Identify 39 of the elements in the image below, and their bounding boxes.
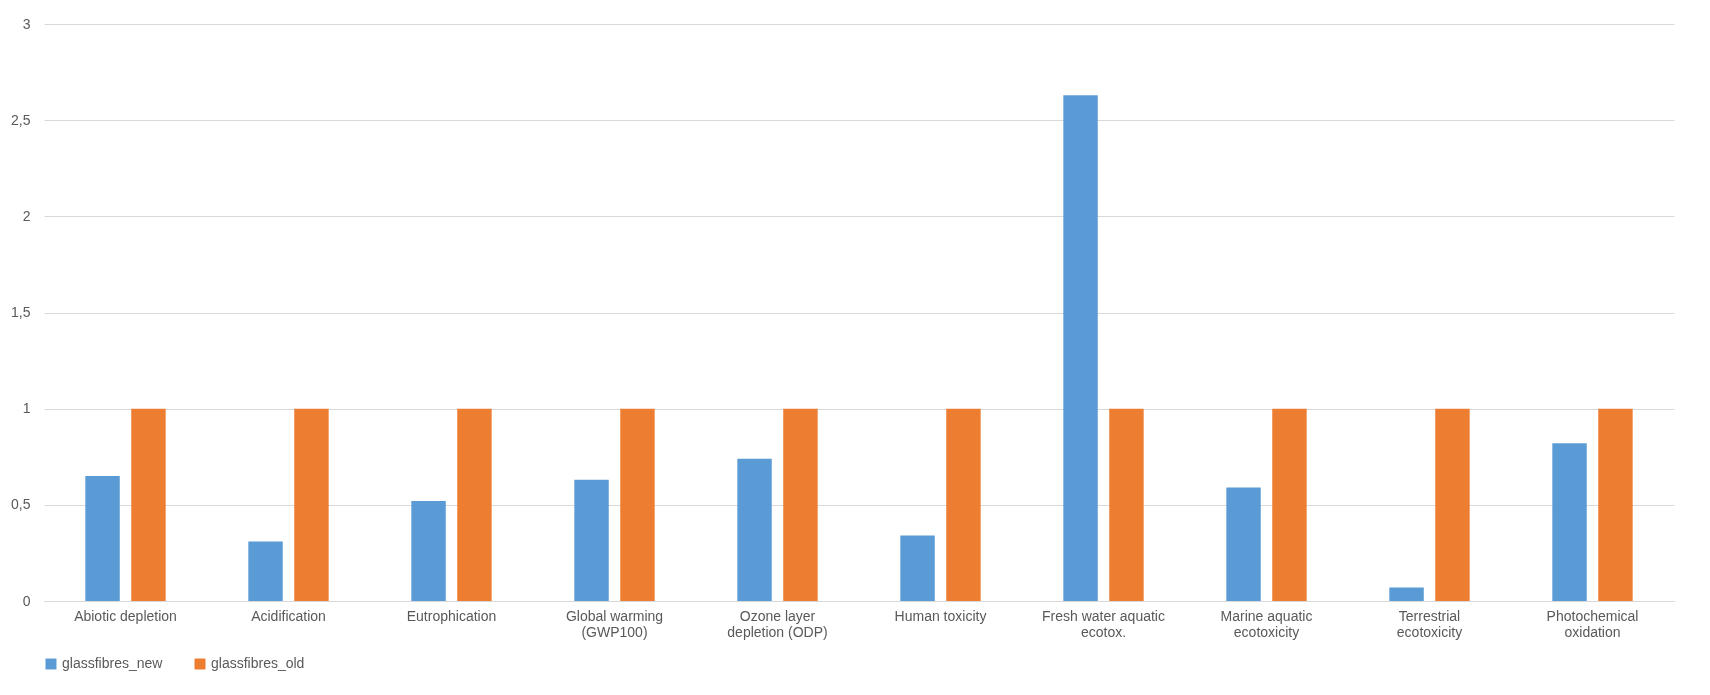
bar (900, 535, 935, 601)
bar (1598, 408, 1633, 601)
bar (1435, 408, 1470, 601)
bar (1272, 408, 1307, 601)
x-tick-label: Acidification (251, 607, 326, 624)
bar (1226, 487, 1261, 601)
legend-label: glassfibres_old (211, 655, 305, 671)
bar (457, 408, 492, 601)
x-tick-label: Marine aquatic ecotoxicity (1220, 607, 1313, 640)
bar (1063, 95, 1098, 601)
x-tick-label: Eutrophication (406, 607, 497, 624)
bar (1389, 587, 1424, 601)
y-tick-label: 1 (22, 400, 31, 417)
bar (783, 408, 818, 601)
bar (946, 408, 981, 601)
y-tick-label: 2,5 (11, 111, 31, 128)
x-tick-label: Terrestrial ecotoxicity (1396, 607, 1463, 640)
x-tick-label: Fresh water aquatic ecotox. (1042, 607, 1165, 640)
x-tick-label: Global warming (GWP100) (565, 607, 664, 640)
bar (574, 479, 609, 601)
bar (85, 475, 120, 601)
x-tick-label: Ozone layer depletion (ODP) (727, 607, 828, 640)
bar (1552, 443, 1587, 601)
y-tick-label: 0 (22, 592, 31, 609)
bar (294, 408, 329, 601)
y-tick-label: 2 (22, 207, 31, 224)
legend-label: glassfibres_new (62, 655, 164, 671)
x-tick-label: Abiotic depletion (74, 607, 177, 624)
bar (411, 500, 446, 601)
bar (620, 408, 655, 601)
x-tick-label: Human toxicity (894, 607, 987, 624)
bar (131, 408, 166, 601)
y-tick-label: 0,5 (11, 496, 31, 513)
y-tick-label: 3 (22, 15, 31, 32)
y-tick-label: 1,5 (11, 304, 31, 320)
x-tick-label: Photochemical oxidation (1546, 607, 1639, 640)
bar (1109, 408, 1144, 601)
bar (737, 458, 772, 601)
bar (248, 541, 283, 601)
